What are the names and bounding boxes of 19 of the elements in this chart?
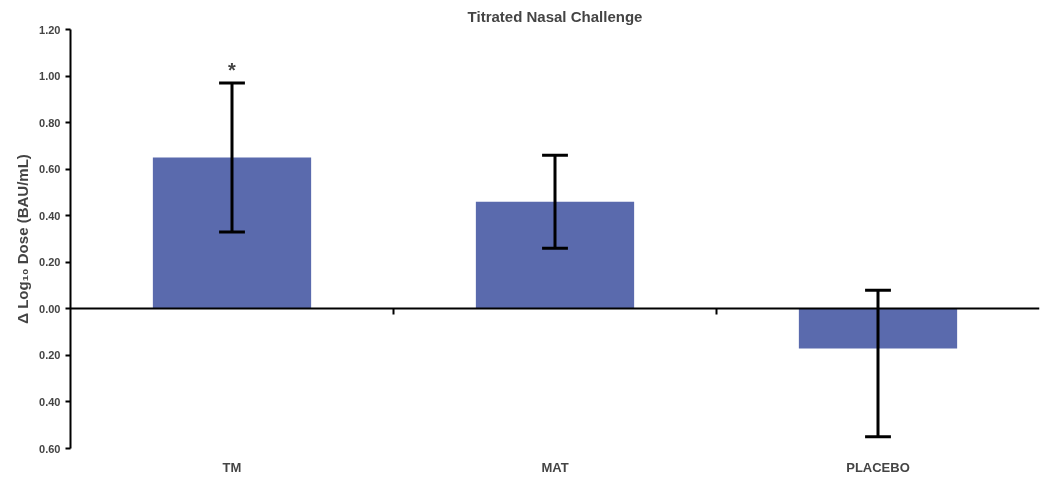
y-tick-label: 1.00 bbox=[39, 70, 61, 83]
y-tick-label: 0.20 bbox=[39, 256, 61, 269]
y-tick-label: 0.00 bbox=[39, 302, 61, 315]
bar bbox=[798, 308, 958, 349]
y-tick-label: 0.80 bbox=[39, 116, 61, 129]
y-tick-label: 0.60 bbox=[39, 442, 61, 455]
x-tick-label: MAT bbox=[541, 459, 569, 475]
annotation: * bbox=[228, 59, 237, 82]
x-tick-label: TM bbox=[222, 459, 242, 475]
bar bbox=[152, 157, 312, 309]
x-tick-label: PLACEBO bbox=[846, 459, 910, 475]
y-tick-label: 0.40 bbox=[39, 395, 61, 408]
y-axis-title: Δ Log₁₀ Dose (BAU/mL) bbox=[14, 154, 32, 324]
y-tick-label: 0.60 bbox=[39, 163, 61, 176]
chart-title: Titrated Nasal Challenge bbox=[467, 7, 643, 25]
bar bbox=[475, 201, 635, 309]
y-tick-label: 0.20 bbox=[39, 349, 61, 362]
y-tick-label: 0.40 bbox=[39, 209, 61, 222]
y-tick-label: 1.20 bbox=[39, 23, 61, 36]
